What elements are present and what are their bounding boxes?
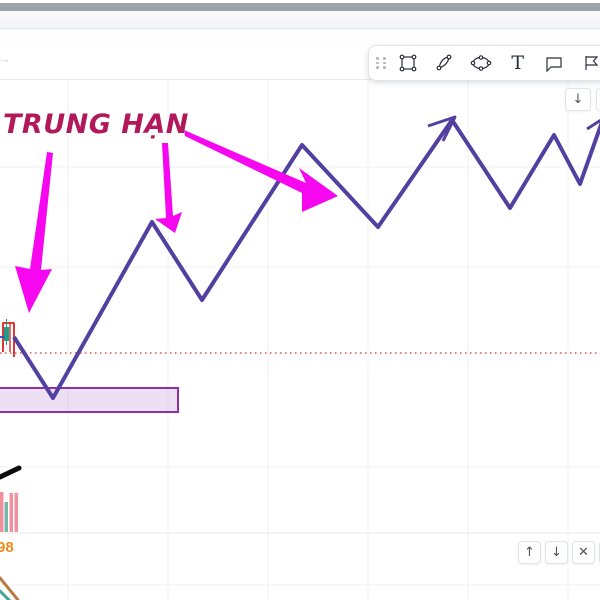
volume-bar <box>4 502 8 532</box>
browser-toolbar <box>0 11 600 29</box>
drawing-toolbar: T <box>368 45 600 81</box>
lower-pane-line-orange <box>0 576 20 600</box>
back-arrow-icon[interactable]: → <box>0 51 11 66</box>
toolbar-drag-handle-icon[interactable] <box>374 52 390 74</box>
tool-ellipse-button[interactable] <box>463 48 500 78</box>
down-arrow-icon: ↓ <box>572 92 584 107</box>
magenta-arrow-middle[interactable] <box>155 143 182 233</box>
tool-curve-button[interactable] <box>426 48 463 78</box>
zigzag-peak-mark[interactable] <box>427 115 457 142</box>
candle-green-body <box>4 327 9 341</box>
volume-bar <box>0 492 4 532</box>
trend-annotation-label[interactable]: TRUNG HẠN <box>3 109 189 140</box>
ellipse-tool-icon <box>469 52 493 74</box>
pane-close-button[interactable]: ✕ <box>572 541 595 564</box>
pane-move-down-button[interactable]: ↓ <box>545 541 568 564</box>
partial-top-button[interactable] <box>596 88 600 111</box>
indicator-value-label: 98 <box>0 539 14 556</box>
tool-text-button[interactable]: T <box>499 48 536 78</box>
flag-tool-icon <box>580 52 600 74</box>
pane-move-up-button[interactable]: ↑ <box>518 541 541 564</box>
up-arrow-icon: ↑ <box>524 545 535 560</box>
scroll-to-recent-button[interactable]: ↓ <box>565 88 591 111</box>
browser-tab-strip <box>0 0 600 3</box>
black-trendline-drawing[interactable] <box>0 465 22 480</box>
callout-tool-icon <box>543 52 565 74</box>
magenta-arrow-left[interactable] <box>15 152 53 313</box>
curve-tool-icon <box>434 52 456 74</box>
volume-bar <box>9 493 13 532</box>
volume-bar <box>14 493 18 532</box>
rectangle-tool-icon <box>397 52 419 74</box>
tool-callout-button[interactable] <box>536 48 573 78</box>
support-zone-box-drawing[interactable] <box>0 387 179 413</box>
close-icon: ✕ <box>578 545 589 560</box>
zigzag-edge-mark[interactable] <box>586 118 600 131</box>
tool-flag-button[interactable] <box>572 48 600 78</box>
lower-pane-line-teal <box>0 589 12 600</box>
down-arrow-icon: ↓ <box>551 545 562 560</box>
tool-rectangle-button[interactable] <box>390 48 427 78</box>
text-tool-icon: T <box>511 51 524 74</box>
magenta-arrow-right[interactable] <box>184 130 338 212</box>
zigzag-wave-drawing[interactable] <box>12 118 600 400</box>
